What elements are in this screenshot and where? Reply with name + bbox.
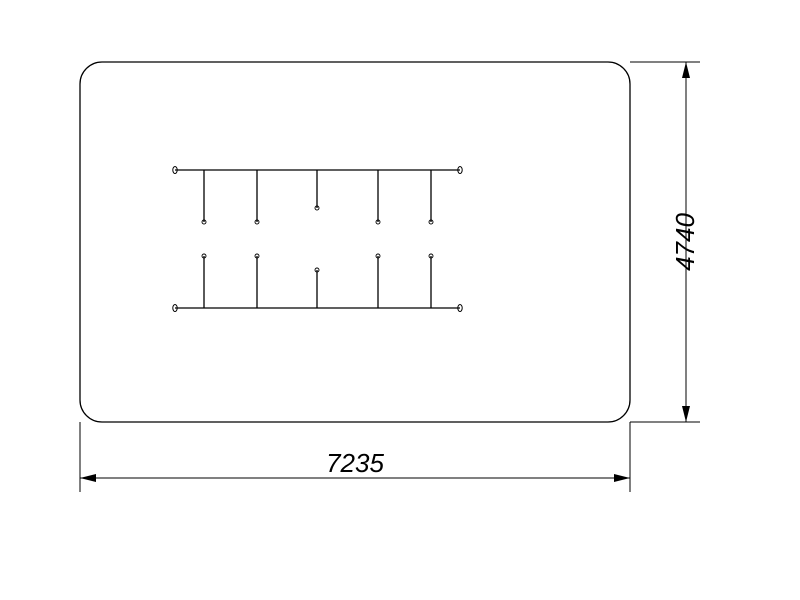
bottom-rail	[173, 254, 462, 312]
arrowhead	[682, 62, 690, 78]
height-dim-label: 4740	[670, 213, 700, 271]
outer-plate	[80, 62, 630, 422]
top-rail	[173, 167, 462, 225]
arrowhead	[682, 406, 690, 422]
arrowhead	[80, 474, 96, 482]
arrowhead	[614, 474, 630, 482]
width-dim-label: 7235	[326, 448, 384, 478]
